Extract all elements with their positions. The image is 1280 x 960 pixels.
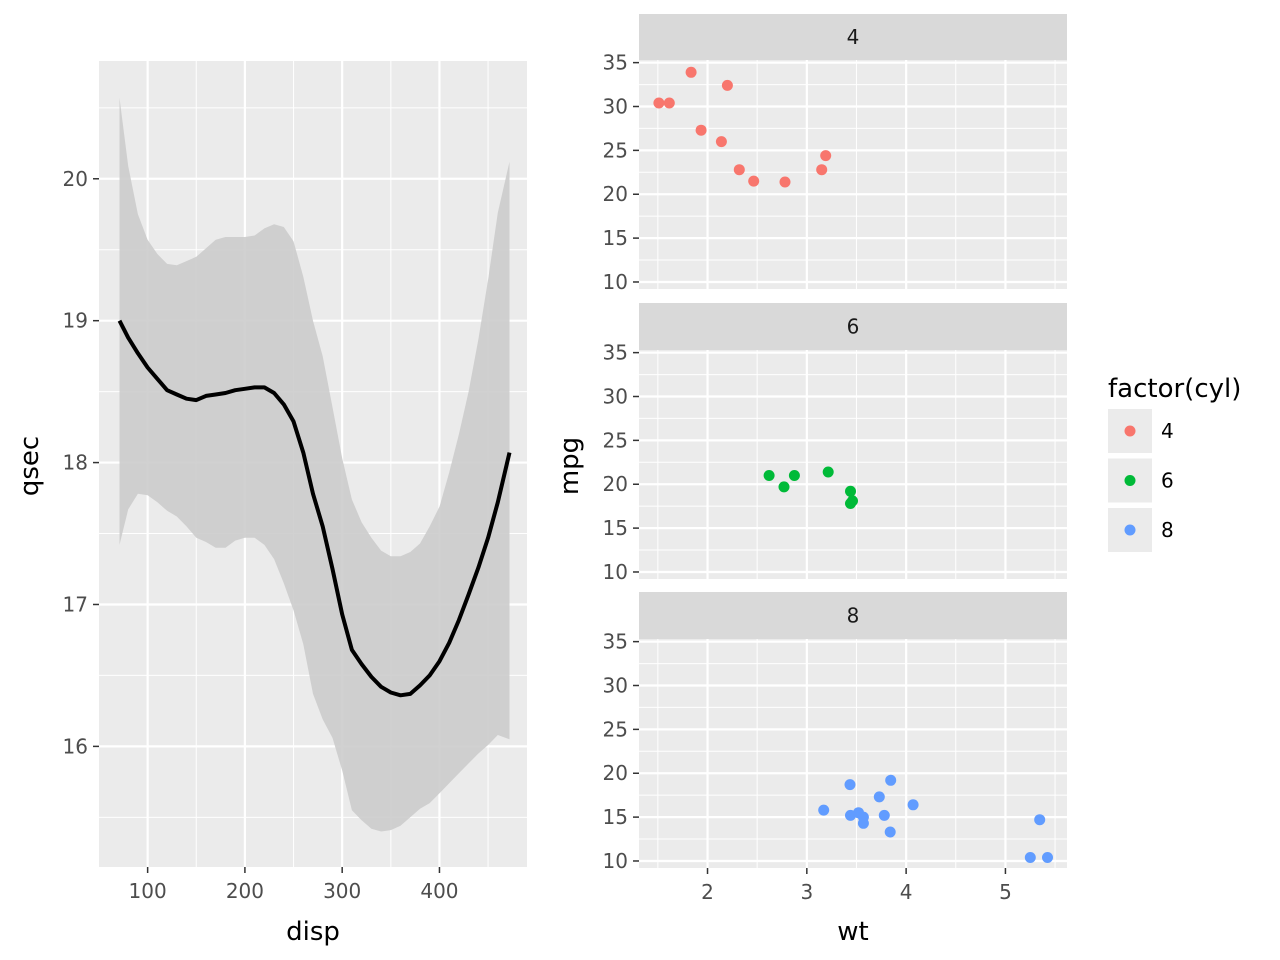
facet-y-tick-label: 10 bbox=[603, 560, 628, 584]
data-point bbox=[884, 826, 896, 838]
facet-panel-cyl-8: 8 10 15 20 25 30 35 bbox=[603, 592, 1067, 873]
legend-item-label: 8 bbox=[1161, 518, 1174, 542]
facet-y-tick-label: 10 bbox=[603, 270, 628, 294]
legend-item-4: 4 bbox=[1108, 409, 1174, 453]
right-plot-wt-mpg-facets: 4101520253035610152025303581015202530352… bbox=[603, 14, 1067, 904]
data-point bbox=[721, 79, 733, 91]
facet-y-tick-label: 30 bbox=[603, 674, 628, 698]
right-x-tick-label: 4 bbox=[900, 880, 913, 904]
data-point bbox=[1024, 852, 1036, 863]
facet-strip-label: 4 bbox=[847, 25, 860, 49]
left-y-tick-label: 16 bbox=[63, 734, 88, 758]
facet-strip-label: 8 bbox=[847, 604, 860, 628]
data-point bbox=[695, 124, 707, 136]
data-point bbox=[818, 804, 830, 816]
left-x-axis-title: disp bbox=[286, 917, 340, 947]
facet-y-tick-label: 25 bbox=[603, 138, 628, 162]
facet-y-tick-label: 30 bbox=[603, 385, 628, 409]
facet-panel-cyl-6: 6 10 15 20 25 30 35 bbox=[603, 303, 1067, 584]
data-point bbox=[763, 470, 775, 481]
facet-panel-background bbox=[639, 639, 1067, 868]
facet-y-tick-label: 25 bbox=[603, 428, 628, 452]
data-point bbox=[779, 176, 791, 188]
confidence-ribbon bbox=[119, 97, 510, 832]
data-point bbox=[1034, 814, 1046, 826]
left-x-tick-label: 300 bbox=[323, 879, 361, 903]
legend-item-6: 6 bbox=[1108, 458, 1174, 503]
facet-y-tick-label: 30 bbox=[603, 95, 628, 119]
data-point bbox=[878, 809, 890, 821]
facet-y-tick-label: 25 bbox=[603, 717, 628, 741]
data-point bbox=[748, 175, 760, 187]
right-x-tick-label: 3 bbox=[800, 880, 813, 904]
left-y-axis-title: qsec bbox=[15, 436, 45, 496]
data-point bbox=[685, 66, 697, 78]
facet-y-tick-label: 20 bbox=[603, 761, 628, 785]
data-point bbox=[847, 495, 858, 507]
facet-y-tick-label: 15 bbox=[603, 226, 628, 250]
smooth-line bbox=[117, 319, 512, 698]
data-point bbox=[778, 481, 790, 493]
facet-y-tick-label: 35 bbox=[603, 341, 628, 365]
left-y-tick-label: 18 bbox=[63, 451, 88, 475]
legend-item-8: 8 bbox=[1108, 508, 1174, 552]
facet-strip bbox=[639, 303, 1067, 350]
facet-y-tick-label: 15 bbox=[603, 805, 628, 829]
legend-title: factor(cyl) bbox=[1108, 374, 1241, 404]
left-x-tick-label: 400 bbox=[420, 879, 458, 903]
data-point bbox=[820, 150, 832, 162]
left-plot-disp-qsec: 100 200 300 400 16 17 18 19 20 bbox=[63, 61, 527, 903]
facet-y-tick-label: 10 bbox=[603, 849, 628, 873]
facet-y-tick-label: 20 bbox=[603, 472, 628, 496]
data-point bbox=[844, 779, 856, 791]
facet-strip bbox=[639, 592, 1067, 639]
legend: factor(cyl) 4 6 8 bbox=[1108, 374, 1241, 552]
legend-key-point bbox=[1124, 524, 1136, 536]
data-point bbox=[1042, 852, 1053, 863]
facet-panel-background bbox=[639, 60, 1067, 289]
right-y-axis-title: mpg bbox=[555, 437, 585, 495]
data-point bbox=[845, 485, 856, 497]
data-point bbox=[822, 466, 834, 478]
left-x-tick-label: 100 bbox=[129, 879, 167, 903]
data-point bbox=[873, 791, 885, 803]
facet-y-tick-label: 20 bbox=[603, 182, 628, 206]
right-x-axis-title: wt bbox=[837, 917, 868, 947]
data-point bbox=[663, 97, 675, 109]
data-point bbox=[653, 97, 665, 109]
facet-y-tick-label: 35 bbox=[603, 630, 628, 654]
facet-strip bbox=[639, 14, 1067, 60]
left-y-tick-label: 20 bbox=[63, 167, 88, 191]
legend-item-label: 4 bbox=[1161, 419, 1174, 443]
legend-key-point bbox=[1124, 475, 1136, 486]
data-point bbox=[885, 774, 897, 786]
data-point bbox=[857, 817, 869, 829]
left-x-tick-label: 200 bbox=[226, 879, 264, 903]
left-y-tick-label: 17 bbox=[63, 592, 88, 616]
facet-y-tick-label: 15 bbox=[603, 516, 628, 540]
facet-panel-background bbox=[639, 350, 1067, 579]
data-point bbox=[788, 470, 800, 481]
data-point bbox=[816, 164, 828, 176]
right-x-tick-label: 5 bbox=[999, 880, 1012, 904]
left-y-tick-label: 19 bbox=[63, 309, 88, 333]
facet-strip-label: 6 bbox=[847, 315, 860, 339]
facet-y-tick-label: 35 bbox=[603, 51, 628, 75]
data-point bbox=[733, 164, 745, 176]
data-point bbox=[715, 136, 727, 148]
right-x-tick-label: 2 bbox=[701, 880, 714, 904]
data-point bbox=[907, 799, 919, 811]
facet-panel-cyl-4: 4 10 15 20 25 30 35 bbox=[603, 14, 1067, 294]
legend-item-label: 6 bbox=[1161, 469, 1174, 493]
legend-key-point bbox=[1124, 425, 1136, 437]
